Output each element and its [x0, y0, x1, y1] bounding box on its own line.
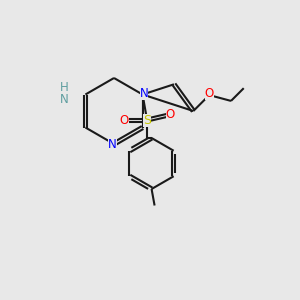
- Text: O: O: [205, 87, 214, 100]
- Text: N: N: [60, 93, 69, 106]
- Text: H: H: [60, 81, 69, 94]
- Text: O: O: [119, 113, 129, 127]
- Text: N: N: [140, 86, 148, 100]
- Text: O: O: [166, 107, 175, 121]
- Text: S: S: [143, 113, 151, 127]
- Text: N: N: [108, 137, 117, 151]
